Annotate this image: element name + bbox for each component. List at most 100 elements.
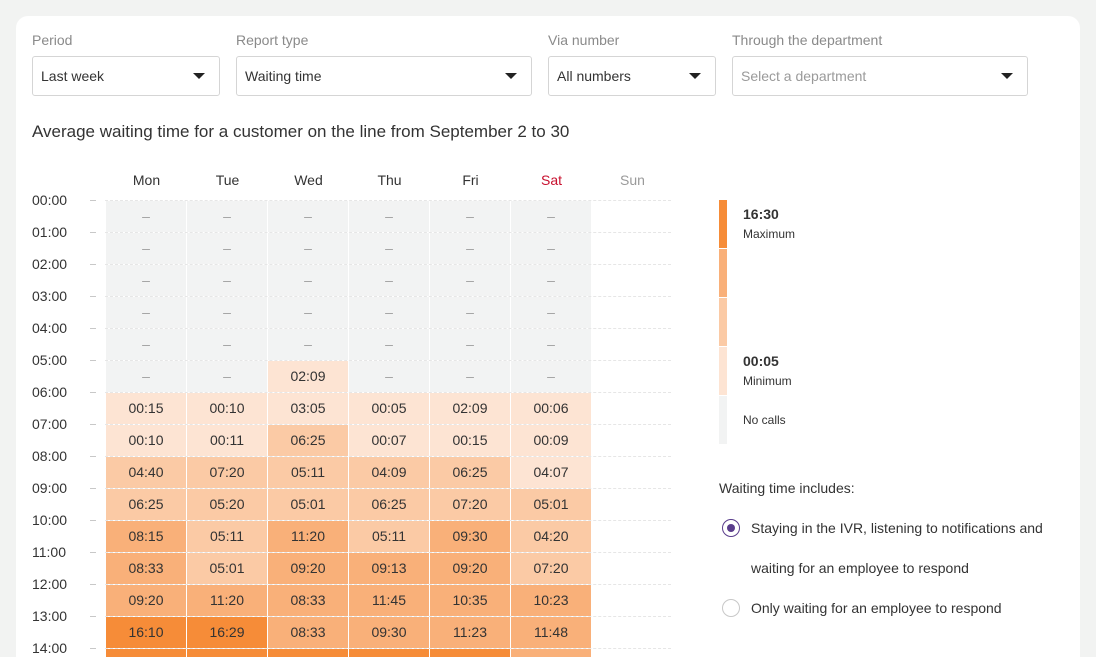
heatmap-cell[interactable]: 05:11 — [349, 521, 429, 552]
heatmap-cell[interactable]: 06:25 — [106, 489, 186, 520]
heatmap-cell[interactable]: 07:20 — [511, 553, 591, 584]
heatmap-cell[interactable]: – — [268, 201, 348, 232]
heatmap-cell[interactable] — [187, 649, 267, 657]
via-number-select[interactable]: All numbers — [548, 56, 716, 96]
heatmap-cell[interactable]: 04:07 — [511, 457, 591, 488]
heatmap-cell[interactable]: – — [349, 201, 429, 232]
radio-option-ivr[interactable]: Staying in the IVR, listening to notific… — [719, 508, 1051, 588]
radio-selected-icon[interactable] — [722, 519, 740, 537]
heatmap-cell[interactable]: – — [511, 265, 591, 296]
heatmap-cell[interactable]: 07:20 — [187, 457, 267, 488]
heatmap-cell[interactable] — [349, 649, 429, 657]
heatmap-cell[interactable]: 10:35 — [430, 585, 510, 616]
heatmap-cell[interactable]: 05:11 — [187, 521, 267, 552]
heatmap-cell[interactable]: – — [511, 233, 591, 264]
heatmap-cell[interactable]: – — [430, 361, 510, 392]
heatmap-cell[interactable]: 00:05 — [349, 393, 429, 424]
heatmap-cell[interactable]: 07:20 — [430, 489, 510, 520]
heatmap-cell[interactable]: – — [106, 233, 186, 264]
heatmap-cell[interactable]: – — [268, 265, 348, 296]
heatmap-cell[interactable]: – — [106, 265, 186, 296]
heatmap-cell[interactable]: – — [106, 201, 186, 232]
heatmap-cell[interactable]: 00:07 — [349, 425, 429, 456]
heatmap-cell[interactable]: 09:30 — [430, 521, 510, 552]
heatmap-cell[interactable]: 08:33 — [268, 617, 348, 648]
heatmap-cell[interactable]: 09:20 — [268, 553, 348, 584]
heatmap-cell[interactable]: – — [187, 233, 267, 264]
heatmap-cell[interactable]: 06:25 — [349, 489, 429, 520]
heatmap-cell[interactable]: 05:11 — [268, 457, 348, 488]
heatmap-cell[interactable] — [268, 649, 348, 657]
heatmap-cell[interactable]: 09:30 — [349, 617, 429, 648]
hour-label: 12:00 — [32, 576, 96, 592]
period-select[interactable]: Last week — [32, 56, 220, 96]
heatmap-cell[interactable]: 05:20 — [187, 489, 267, 520]
department-select[interactable]: Select a department — [732, 56, 1028, 96]
heatmap-cell[interactable]: – — [349, 329, 429, 360]
heatmap-cell[interactable]: 08:33 — [268, 585, 348, 616]
heatmap-cell[interactable]: 08:15 — [106, 521, 186, 552]
heatmap-cell[interactable]: 02:09 — [268, 361, 348, 392]
heatmap-cell[interactable]: – — [430, 233, 510, 264]
heatmap-cell[interactable]: – — [430, 201, 510, 232]
heatmap-cell[interactable]: – — [349, 297, 429, 328]
heatmap-cell[interactable]: 00:06 — [511, 393, 591, 424]
heatmap-cell[interactable]: – — [511, 361, 591, 392]
heatmap-cell[interactable]: 00:10 — [187, 393, 267, 424]
heatmap-cell[interactable]: – — [106, 297, 186, 328]
day-header-mon: Mon — [132, 172, 161, 188]
heatmap-cell[interactable]: – — [430, 265, 510, 296]
heatmap-cell[interactable]: – — [349, 361, 429, 392]
heatmap-cell[interactable]: 00:15 — [430, 425, 510, 456]
heatmap-cell[interactable]: – — [511, 329, 591, 360]
report-type-select[interactable]: Waiting time — [236, 56, 532, 96]
heatmap-cell[interactable]: 09:20 — [106, 585, 186, 616]
heatmap-cell[interactable]: 04:09 — [349, 457, 429, 488]
heatmap-cell[interactable]: – — [349, 265, 429, 296]
heatmap-cell[interactable]: – — [106, 329, 186, 360]
heatmap-cell[interactable]: 03:05 — [268, 393, 348, 424]
heatmap-cell[interactable]: 05:01 — [187, 553, 267, 584]
heatmap-cell[interactable]: 00:11 — [187, 425, 267, 456]
heatmap-cell[interactable]: 16:29 — [187, 617, 267, 648]
heatmap-cell[interactable]: 16:10 — [106, 617, 186, 648]
heatmap-cell[interactable] — [106, 649, 186, 657]
heatmap-cell[interactable]: 04:20 — [511, 521, 591, 552]
heatmap-cell[interactable]: 04:40 — [106, 457, 186, 488]
radio-option-employee[interactable]: Only waiting for an employee to respond — [719, 588, 1051, 628]
radio-unselected-icon[interactable] — [722, 599, 740, 617]
heatmap-cell[interactable]: – — [187, 201, 267, 232]
heatmap-cell[interactable]: 10:23 — [511, 585, 591, 616]
heatmap-cell[interactable] — [430, 649, 510, 657]
heatmap-cell[interactable]: – — [187, 329, 267, 360]
heatmap-cell[interactable]: – — [430, 297, 510, 328]
heatmap-cell[interactable]: 09:20 — [430, 553, 510, 584]
heatmap-cell[interactable]: 00:10 — [106, 425, 186, 456]
heatmap-cell[interactable]: 05:01 — [511, 489, 591, 520]
heatmap-cell[interactable]: – — [187, 297, 267, 328]
heatmap-cell[interactable]: 09:13 — [349, 553, 429, 584]
heatmap-cell[interactable]: 00:15 — [106, 393, 186, 424]
heatmap-cell[interactable]: – — [187, 361, 267, 392]
heatmap-cell[interactable]: 11:20 — [268, 521, 348, 552]
heatmap-cell[interactable]: 11:48 — [511, 617, 591, 648]
heatmap-cell[interactable]: – — [106, 361, 186, 392]
heatmap-cell[interactable]: – — [268, 233, 348, 264]
heatmap-cell[interactable]: – — [430, 329, 510, 360]
heatmap-cell[interactable]: 02:09 — [430, 393, 510, 424]
heatmap-cell[interactable]: 06:25 — [268, 425, 348, 456]
heatmap-cell[interactable]: – — [349, 233, 429, 264]
heatmap-cell[interactable]: 00:09 — [511, 425, 591, 456]
heatmap-cell[interactable]: – — [511, 201, 591, 232]
heatmap-cell[interactable]: 05:01 — [268, 489, 348, 520]
heatmap-cell[interactable]: 08:33 — [106, 553, 186, 584]
heatmap-cell[interactable]: – — [268, 297, 348, 328]
heatmap-cell[interactable]: 11:23 — [430, 617, 510, 648]
heatmap-cell[interactable] — [511, 649, 591, 657]
heatmap-cell[interactable]: 11:45 — [349, 585, 429, 616]
heatmap-cell[interactable]: – — [187, 265, 267, 296]
heatmap-cell[interactable]: – — [511, 297, 591, 328]
heatmap-cell[interactable]: 11:20 — [187, 585, 267, 616]
heatmap-cell[interactable]: 06:25 — [430, 457, 510, 488]
heatmap-cell[interactable]: – — [268, 329, 348, 360]
